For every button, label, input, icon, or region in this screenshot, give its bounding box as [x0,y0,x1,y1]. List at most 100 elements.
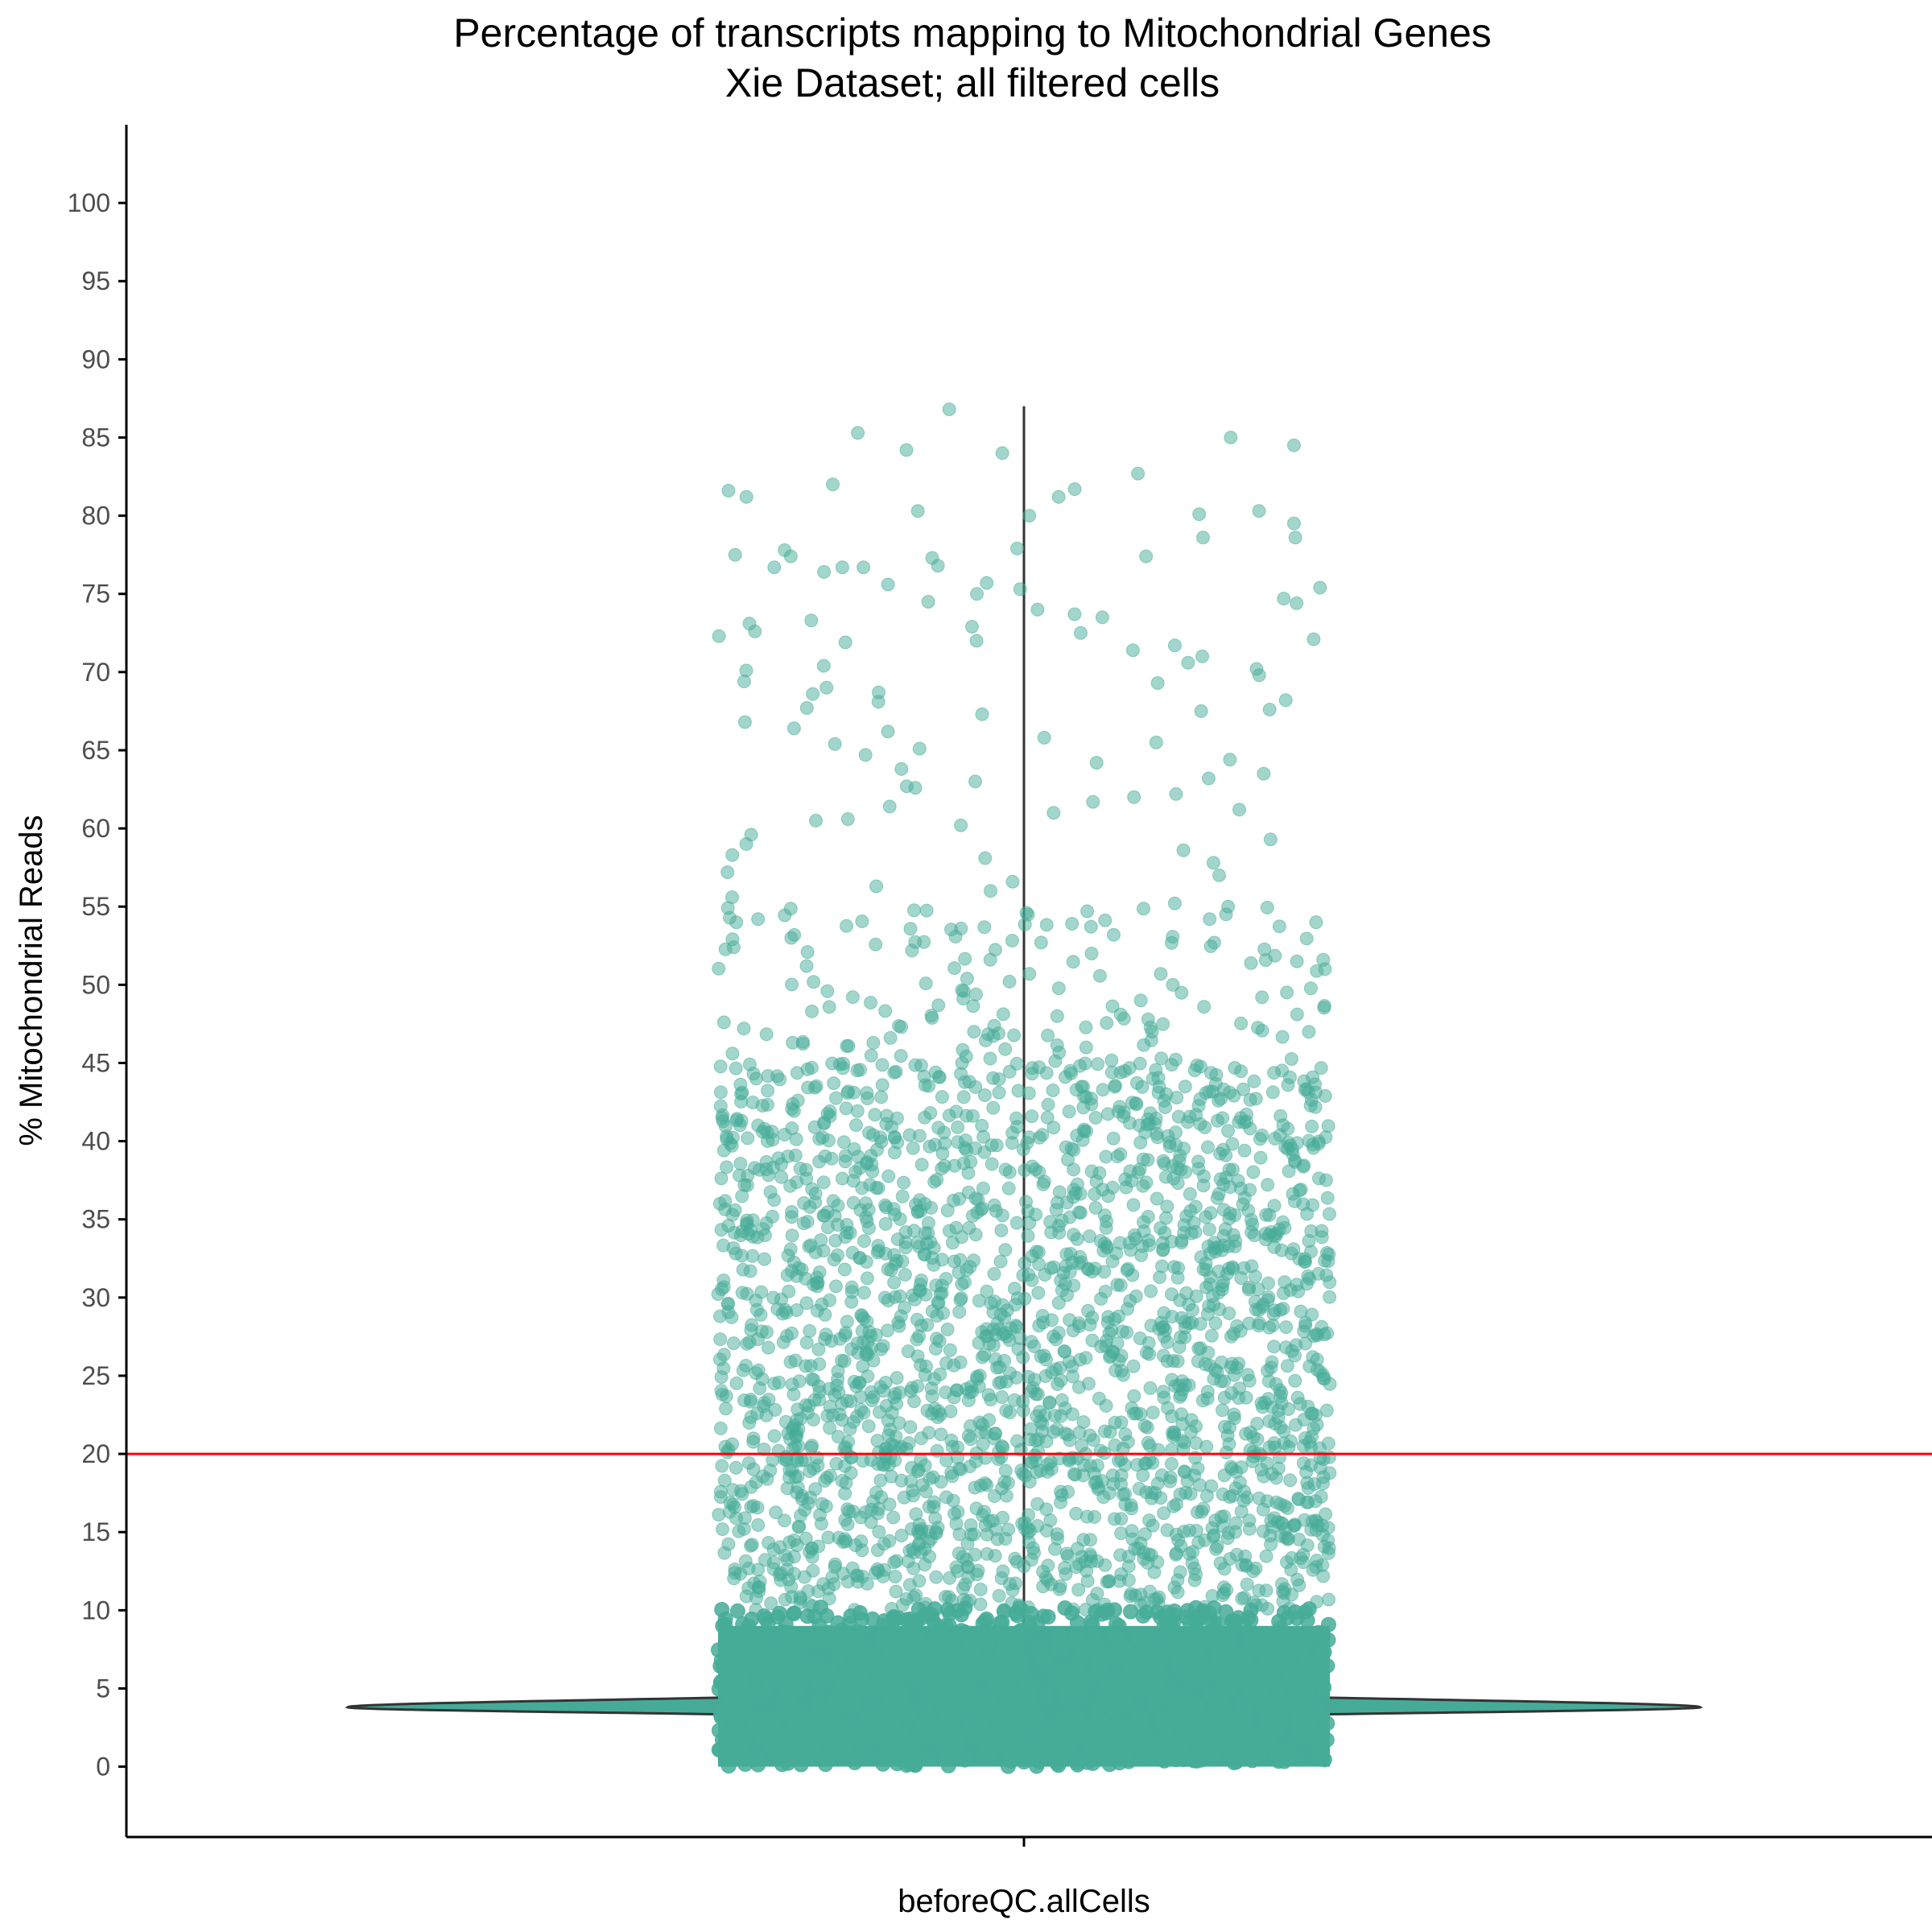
data-point [1146,1455,1160,1470]
data-point [1193,1117,1208,1131]
data-point [1290,1713,1305,1729]
data-point [1260,1494,1274,1509]
data-point [809,813,823,828]
data-point [783,902,798,916]
data-point [1240,1577,1254,1591]
data-point [1322,1592,1335,1607]
jitter-points [711,402,1337,1774]
data-point [791,1261,806,1275]
data-point [1150,1735,1166,1751]
data-point [830,1378,844,1393]
data-point [735,1286,749,1300]
data-point [1323,1290,1337,1304]
data-point [968,774,982,789]
data-point [1001,1476,1015,1490]
data-point [956,1550,970,1564]
data-point [975,1418,989,1431]
data-point [1088,1187,1102,1201]
data-point [902,1756,918,1772]
data-point [763,1673,779,1689]
data-point [935,1090,949,1104]
data-point [778,1729,793,1745]
data-point [1088,1701,1104,1717]
data-point [742,1057,757,1071]
data-point [1216,1111,1230,1125]
data-point [1079,1020,1093,1034]
data-point [856,1359,870,1373]
data-point [820,1409,835,1423]
data-point [951,1120,965,1134]
data-point [821,1530,836,1545]
data-point [1239,1426,1253,1441]
data-point [923,1472,937,1486]
data-point [1250,1417,1265,1430]
data-point [1060,1195,1074,1210]
data-point [820,984,835,998]
data-point [836,1135,851,1150]
data-point [954,818,968,832]
data-point [965,1665,981,1681]
data-point [1099,1220,1113,1235]
data-point [799,1296,814,1311]
data-point [1202,1686,1218,1703]
data-point [1134,1731,1150,1747]
data-point [1305,1119,1319,1133]
data-point [753,1627,770,1643]
data-point [1214,1509,1228,1524]
data-point [766,1453,780,1468]
data-point [988,1426,1002,1441]
data-point [712,1674,729,1690]
data-point [1077,1673,1093,1689]
data-point [1264,1537,1278,1551]
data-point [1246,1165,1261,1179]
data-point [716,1705,732,1721]
data-point [815,1130,830,1145]
data-point [1154,1051,1169,1066]
data-point [799,701,814,715]
data-point [1261,1364,1275,1378]
data-point [1051,1296,1066,1310]
data-point [947,1671,963,1687]
data-point [1120,1669,1136,1685]
data-point [1319,1715,1335,1732]
data-point [1154,1315,1168,1330]
data-point [1268,1303,1282,1318]
data-point [894,1049,908,1063]
y-tick-label: 20 [81,1439,110,1468]
data-point [925,1251,939,1265]
data-point [758,1252,772,1266]
data-point [1104,1348,1118,1363]
chart-subtitle: Xie Dataset; all filtered cells [725,60,1220,105]
data-point [1143,1439,1157,1453]
data-point [1278,1582,1292,1596]
data-point [951,1564,965,1579]
data-point [819,1327,833,1342]
data-point [1261,1276,1275,1290]
data-point [1005,874,1020,889]
data-point [714,1171,729,1186]
data-point [1127,1389,1141,1403]
data-point [718,1439,733,1454]
data-point [1191,1154,1205,1169]
data-point [1166,1633,1182,1649]
data-point [1290,596,1304,610]
data-point [762,1536,776,1550]
data-point [947,961,962,976]
data-point [1125,1096,1139,1110]
data-point [811,1711,827,1727]
data-point [934,1475,948,1489]
data-point [1219,907,1233,922]
data-point [838,1739,854,1755]
data-point [758,1654,773,1670]
data-point [831,1199,845,1213]
data-point [1154,967,1168,981]
data-point [875,1058,890,1072]
data-point [1160,1335,1174,1349]
data-point [767,560,782,575]
data-point [1192,1478,1207,1492]
data-point [849,1118,863,1133]
data-point [1054,1373,1068,1388]
data-point [1228,1516,1243,1530]
data-point [898,1241,913,1255]
data-point [912,1283,927,1298]
